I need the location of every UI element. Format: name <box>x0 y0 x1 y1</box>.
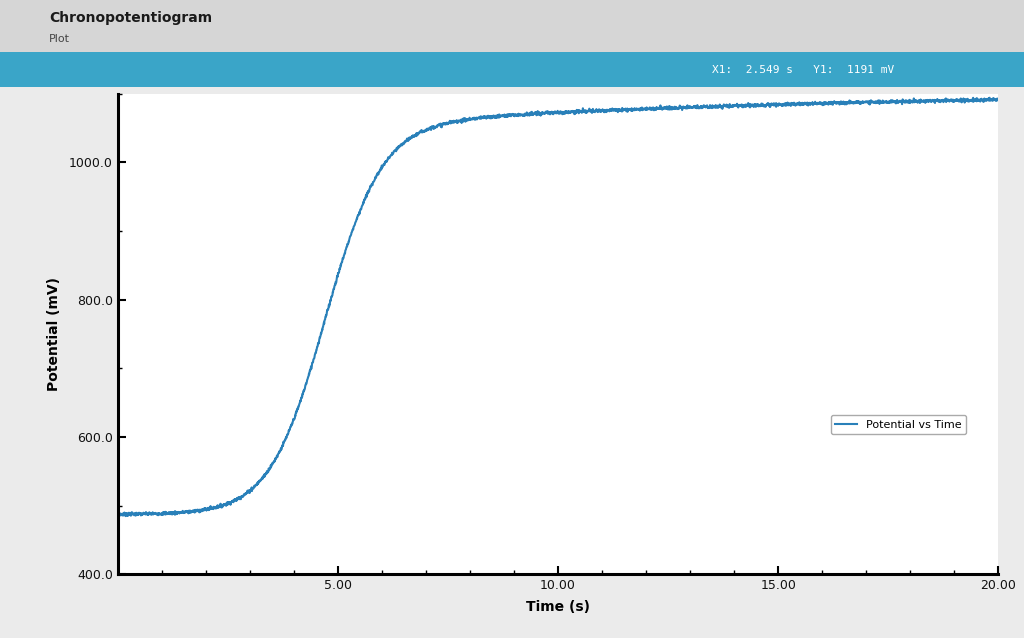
Potential vs Time <box>112 509 124 517</box>
X-axis label: Time (s): Time (s) <box>526 600 590 614</box>
Potential vs Time <box>975 95 987 103</box>
Text: Chronopotentiogram: Chronopotentiogram <box>49 11 212 26</box>
Potential vs Time <box>264 461 276 469</box>
Potential vs Time <box>487 112 500 119</box>
Y-axis label: Potential (mV): Potential (mV) <box>47 277 60 391</box>
Potential vs Time <box>992 96 1005 103</box>
Potential vs Time <box>212 503 224 511</box>
Potential vs Time <box>983 94 995 101</box>
Potential vs Time <box>450 118 462 126</box>
Legend: Potential vs Time: Potential vs Time <box>830 415 967 434</box>
Line: Potential vs Time: Potential vs Time <box>118 98 998 516</box>
Title: Chronopotentiogram: Chronopotentiogram <box>472 69 644 87</box>
Potential vs Time <box>120 512 132 520</box>
Text: Plot: Plot <box>49 34 71 44</box>
Potential vs Time <box>881 97 893 105</box>
Text: X1:  2.549 s   Y1:  1191 mV: X1: 2.549 s Y1: 1191 mV <box>712 65 894 75</box>
